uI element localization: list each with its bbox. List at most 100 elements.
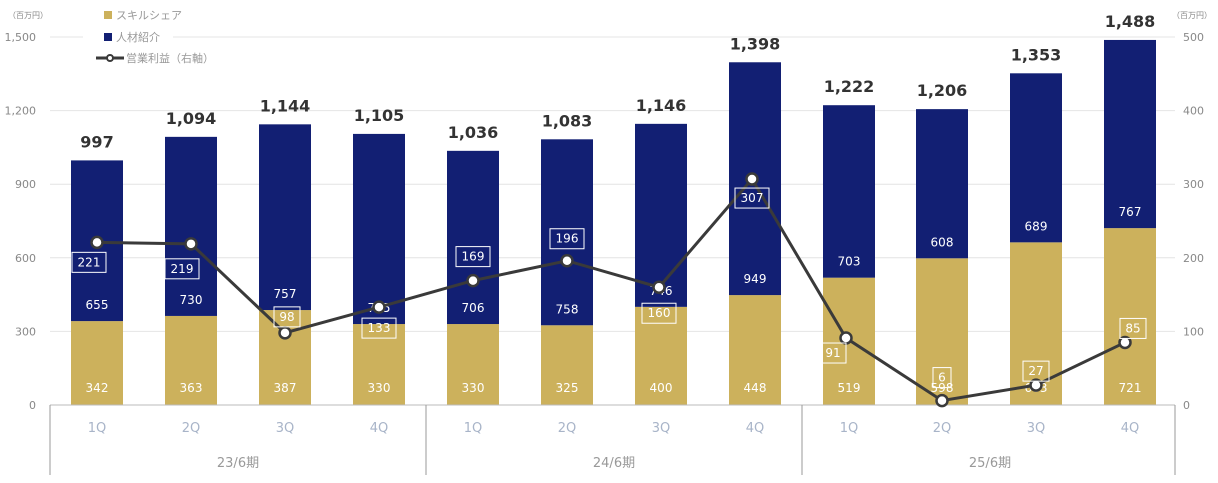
- right-tick-label: 500: [1183, 31, 1204, 44]
- profit-marker: [466, 273, 480, 288]
- left-tick-label: 0: [29, 399, 36, 412]
- profit-label: 85: [1125, 321, 1140, 335]
- bar-skillshare: [729, 295, 781, 405]
- profit-label: 91: [825, 346, 840, 360]
- profit-label-box: [361, 317, 397, 339]
- profit-marker: [1029, 378, 1043, 392]
- profit-label-box: [273, 306, 301, 328]
- profit-label: 6: [938, 371, 946, 385]
- legend-swatch-jinzai: [104, 33, 112, 41]
- profit-label-box: [1119, 317, 1147, 339]
- bar-jinzai: [1104, 39, 1156, 229]
- bar-total-label: 1,398: [730, 34, 781, 53]
- category-label: 4Q: [370, 421, 389, 436]
- bar-skillshare: [71, 321, 123, 405]
- category-label: 2Q: [933, 421, 952, 436]
- category-label: 3Q: [276, 421, 295, 436]
- bar-total-label: 1,083: [542, 111, 593, 130]
- profit-label: 221: [78, 255, 101, 269]
- bar-skillshare: [916, 258, 968, 405]
- bar-total-label: 1,222: [824, 77, 875, 96]
- bar-label-jinzai: 730: [180, 293, 203, 307]
- legend-swatch-skillshare: [104, 11, 112, 19]
- bar-jinzai: [353, 133, 405, 325]
- category-label: 1Q: [464, 421, 483, 436]
- bar-label-skillshare: 330: [462, 381, 485, 395]
- profit-marker: [839, 331, 853, 345]
- left-tick-label: 300: [15, 325, 36, 338]
- profit-label: 307: [741, 191, 764, 205]
- right-tick-label: 0: [1183, 399, 1190, 412]
- category-label: 2Q: [182, 421, 201, 436]
- bar-skillshare: [1104, 228, 1156, 405]
- profit-marker: [278, 326, 292, 340]
- bar-label-jinzai: 689: [1025, 219, 1048, 233]
- period-label: 23/6期: [217, 456, 259, 471]
- bar-jinzai: [165, 136, 217, 316]
- profit-label: 133: [368, 321, 391, 335]
- bar-label-jinzai: 757: [274, 287, 297, 301]
- profit-marker: [745, 172, 759, 186]
- bar-label-skillshare: 363: [180, 381, 203, 395]
- bar-label-jinzai: 608: [931, 235, 954, 249]
- bar-total-label: 1,144: [260, 96, 311, 115]
- profit-label: 169: [462, 250, 485, 264]
- bar-label-skillshare: 400: [650, 381, 673, 395]
- bar-label-skillshare: 448: [744, 381, 767, 395]
- right-tick-label: 300: [1183, 178, 1204, 191]
- right-unit-label: （百万円）: [1172, 11, 1212, 20]
- profit-marker: [184, 237, 198, 251]
- profit-label-box: [641, 302, 677, 324]
- legend-label-profit: 営業利益（右軸）: [126, 51, 214, 65]
- bar-total-label: 1,488: [1105, 12, 1156, 31]
- legend-marker: [106, 54, 114, 62]
- profit-line: [96, 176, 1126, 403]
- profit-label-box: [549, 228, 585, 250]
- bar-total-label: 1,094: [166, 109, 217, 128]
- profit-label-box: [734, 187, 770, 209]
- legend-label-skillshare: スキルシェア: [116, 9, 182, 22]
- bar-skillshare: [541, 325, 593, 405]
- left-tick-label: 1,200: [5, 105, 37, 118]
- bar-label-skillshare: 330: [368, 381, 391, 395]
- bar-jinzai: [823, 105, 875, 278]
- profit-label: 219: [171, 262, 194, 276]
- bar-label-skillshare: 519: [838, 381, 861, 395]
- category-label: 2Q: [558, 421, 577, 436]
- category-label: 4Q: [1121, 421, 1140, 436]
- bar-jinzai: [916, 109, 968, 259]
- category-label: 1Q: [88, 421, 107, 436]
- bar-total-label: 1,105: [354, 106, 405, 125]
- bar-total-label: 1,206: [917, 81, 968, 100]
- profit-label: 27: [1028, 364, 1043, 378]
- left-tick-label: 900: [15, 178, 36, 191]
- bar-jinzai: [447, 150, 499, 325]
- profit-label: 160: [648, 306, 671, 320]
- bar-label-jinzai: 655: [86, 298, 109, 312]
- left-unit-label: （百万円）: [8, 11, 48, 20]
- bar-label-jinzai: 767: [1119, 205, 1142, 219]
- bar-jinzai: [259, 124, 311, 311]
- right-tick-label: 100: [1183, 325, 1204, 338]
- profit-marker: [652, 280, 666, 294]
- bar-label-skillshare: 342: [86, 381, 109, 395]
- profit-label-box: [71, 251, 107, 273]
- profit-label-box: [455, 246, 491, 268]
- legend-label-jinzai: 人材紹介: [116, 30, 160, 44]
- bar-total-label: 1,353: [1011, 45, 1062, 64]
- bar-label-jinzai: 706: [462, 301, 485, 315]
- profit-marker: [372, 300, 386, 314]
- bar-jinzai: [635, 123, 687, 307]
- profit-label: 196: [556, 232, 579, 246]
- right-tick-label: 200: [1183, 252, 1204, 265]
- profit-label-box: [819, 342, 847, 364]
- profit-marker: [90, 235, 104, 250]
- category-label: 3Q: [1027, 421, 1046, 436]
- bar-skillshare: [447, 324, 499, 405]
- right-tick-label: 400: [1183, 105, 1204, 118]
- bar-label-skillshare: 721: [1119, 381, 1142, 395]
- profit-label-box: [932, 367, 952, 389]
- category-label: 3Q: [652, 421, 671, 436]
